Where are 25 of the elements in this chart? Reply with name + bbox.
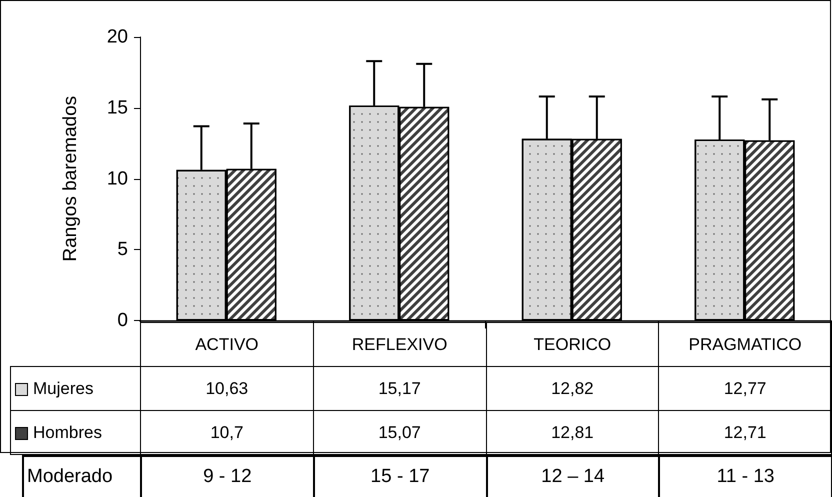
text: Moderado [23, 456, 141, 497]
y-tick-label: 5 [117, 239, 128, 260]
data-label: 12,81 [486, 410, 659, 454]
text: 11 - 13 [659, 456, 832, 497]
legend-label: Hombres [10, 410, 140, 454]
y-tick-label: 10 [106, 168, 128, 190]
data-label: 15,17 [313, 366, 486, 410]
text: 12 – 14 [486, 456, 660, 497]
x-tick-label: ACTIVO [140, 322, 314, 366]
y-tick-label: 0 [117, 310, 128, 331]
text: 9 - 12 [141, 456, 314, 497]
y-axis-title: Rangos baremados [60, 96, 81, 262]
x-tick-label: PRAGMATICO [658, 322, 832, 366]
x-tick-label: REFLEXIVO [313, 322, 486, 366]
data-label: 12,71 [658, 410, 832, 454]
text: 15 - 17 [314, 456, 486, 497]
data-label: 15,07 [313, 410, 486, 454]
y-tick-label: 15 [106, 97, 128, 118]
legend-label: Mujeres [10, 366, 140, 410]
data-label: 10,7 [140, 410, 314, 454]
data-label: 12,82 [486, 366, 659, 410]
y-tick-label: 20 [106, 26, 128, 48]
data-label: 12,77 [658, 366, 832, 410]
x-tick-label: TEORICO [486, 322, 659, 366]
data-label: 10,63 [140, 366, 314, 410]
